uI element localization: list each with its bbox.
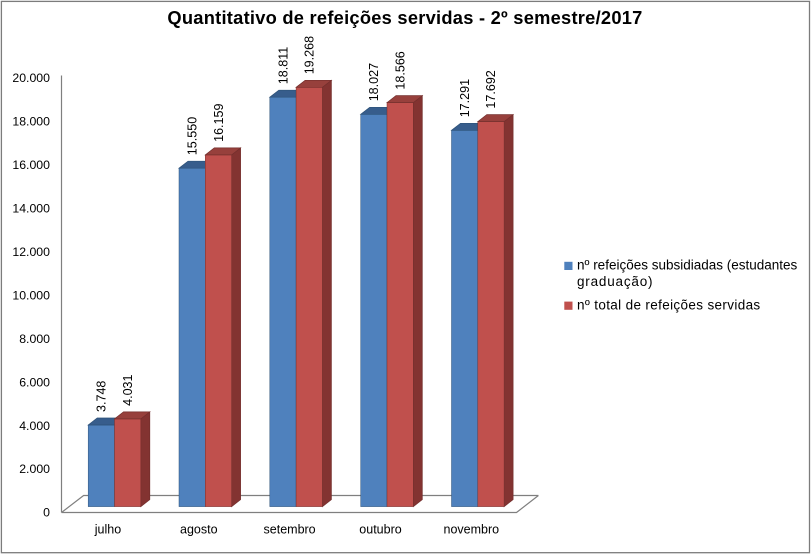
svg-text:18.027: 18.027 xyxy=(367,63,381,101)
svg-text:nº refeições subsidiadas (estu: nº refeições subsidiadas (estudantes xyxy=(577,258,798,273)
svg-text:3.748: 3.748 xyxy=(95,381,109,412)
svg-text:0: 0 xyxy=(43,506,50,520)
svg-text:8.000: 8.000 xyxy=(19,332,50,346)
svg-text:18.566: 18.566 xyxy=(393,51,407,89)
svg-text:julho: julho xyxy=(94,523,121,537)
svg-text:16.000: 16.000 xyxy=(12,158,50,172)
svg-text:setembro: setembro xyxy=(264,523,316,537)
svg-text:15.550: 15.550 xyxy=(186,117,200,155)
svg-text:outubro: outubro xyxy=(359,523,401,537)
svg-text:6.000: 6.000 xyxy=(19,375,50,389)
svg-text:18.000: 18.000 xyxy=(12,115,50,129)
svg-text:4.031: 4.031 xyxy=(121,374,135,405)
svg-text:17.291: 17.291 xyxy=(458,79,472,117)
svg-text:10.000: 10.000 xyxy=(12,288,50,302)
svg-text:4.000: 4.000 xyxy=(19,419,50,433)
svg-text:graduação): graduação) xyxy=(577,274,653,289)
svg-text:12.000: 12.000 xyxy=(12,245,50,259)
svg-text:16.159: 16.159 xyxy=(212,104,226,142)
svg-text:Quantitativo de refeições serv: Quantitativo de refeições servidas - 2º … xyxy=(167,7,642,28)
svg-text:20.000: 20.000 xyxy=(12,71,50,85)
svg-text:novembro: novembro xyxy=(444,523,500,537)
svg-text:17.692: 17.692 xyxy=(484,70,498,108)
svg-text:14.000: 14.000 xyxy=(12,202,50,216)
svg-text:nº total de refeições servidas: nº total de refeições servidas xyxy=(577,298,761,313)
svg-text:2.000: 2.000 xyxy=(19,462,50,476)
svg-text:agosto: agosto xyxy=(180,523,218,537)
svg-text:18.811: 18.811 xyxy=(276,47,290,84)
svg-text:19.268: 19.268 xyxy=(303,36,317,74)
